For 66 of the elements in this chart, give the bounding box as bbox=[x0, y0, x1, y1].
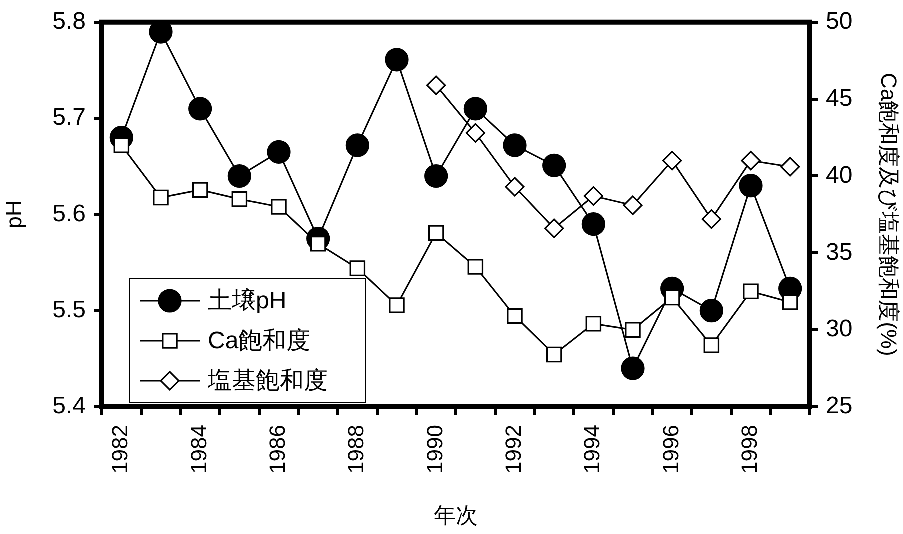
y-axis-title: pH bbox=[1, 200, 26, 229]
point bbox=[780, 157, 800, 177]
point bbox=[153, 190, 169, 206]
point bbox=[782, 294, 798, 310]
point bbox=[507, 308, 523, 324]
point bbox=[346, 134, 370, 158]
point bbox=[503, 134, 527, 158]
y2-tick-label: 50 bbox=[826, 8, 853, 36]
point bbox=[188, 97, 212, 121]
point bbox=[625, 322, 641, 338]
point bbox=[468, 259, 484, 275]
y-tick-label: 5.7 bbox=[52, 104, 86, 132]
x-tick-label: 1994 bbox=[580, 425, 605, 474]
point bbox=[702, 210, 722, 230]
y-tick-label: 5.6 bbox=[52, 200, 86, 228]
point bbox=[505, 177, 525, 197]
point bbox=[464, 97, 488, 121]
x-tick-label: 1996 bbox=[658, 425, 684, 474]
point bbox=[192, 182, 208, 198]
point bbox=[582, 212, 606, 236]
legend-label: 塩基飽和度 bbox=[207, 368, 328, 395]
x-tick-label: 1986 bbox=[265, 425, 290, 474]
y2-tick-label: 30 bbox=[826, 316, 853, 343]
x-tick-label: 1998 bbox=[737, 425, 762, 474]
x-tick-label: 1982 bbox=[108, 425, 133, 474]
x-tick-label: 1984 bbox=[186, 425, 212, 474]
point bbox=[546, 346, 562, 363]
point bbox=[428, 225, 444, 242]
point bbox=[350, 260, 366, 276]
point bbox=[385, 48, 409, 72]
point bbox=[114, 138, 130, 154]
point bbox=[704, 338, 720, 354]
point bbox=[228, 164, 252, 188]
point bbox=[586, 316, 602, 332]
point bbox=[426, 76, 446, 96]
y-tick-label: 5.4 bbox=[52, 392, 86, 420]
point bbox=[389, 298, 405, 314]
point bbox=[741, 151, 761, 171]
y-tick-label: 5.8 bbox=[52, 8, 86, 36]
point bbox=[621, 356, 645, 380]
y2-axis-title: Ca飽和度及び塩基飽和度(%) bbox=[876, 73, 902, 356]
point bbox=[584, 186, 604, 206]
y2-tick-label: 25 bbox=[826, 392, 853, 420]
point bbox=[664, 290, 680, 306]
y-tick-label: 5.5 bbox=[52, 296, 86, 324]
point bbox=[662, 151, 682, 171]
point bbox=[466, 123, 486, 143]
x-tick-label: 1990 bbox=[422, 425, 448, 474]
y2-tick-label: 40 bbox=[826, 162, 853, 189]
point bbox=[232, 191, 248, 208]
point bbox=[542, 154, 566, 178]
point bbox=[743, 284, 759, 300]
y2-tick-label: 45 bbox=[826, 84, 853, 112]
point bbox=[739, 174, 763, 198]
point bbox=[623, 196, 643, 216]
point bbox=[271, 199, 287, 215]
point bbox=[700, 299, 724, 323]
x-tick-label: 1988 bbox=[344, 425, 369, 474]
legend-label: 土壌pH bbox=[208, 288, 287, 315]
y2-tick-label: 35 bbox=[826, 238, 853, 266]
point bbox=[267, 140, 291, 164]
point bbox=[424, 164, 448, 188]
legend-label: Ca飽和度 bbox=[208, 328, 311, 355]
point bbox=[544, 218, 564, 238]
x-axis-title: 年次 bbox=[434, 502, 478, 528]
x-tick-label: 1992 bbox=[501, 425, 526, 474]
